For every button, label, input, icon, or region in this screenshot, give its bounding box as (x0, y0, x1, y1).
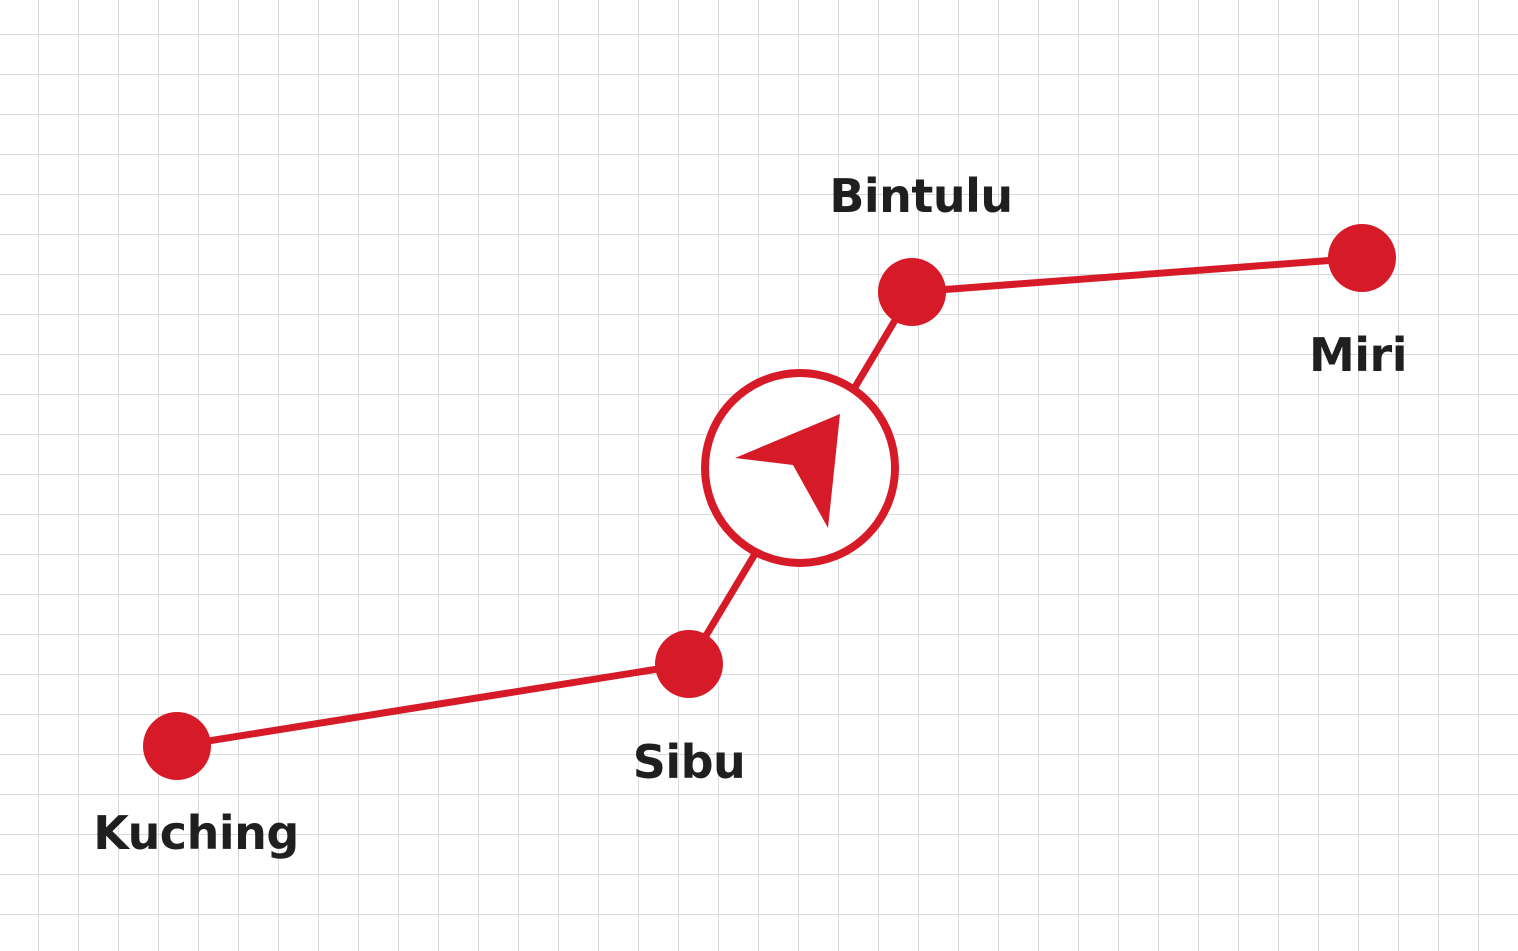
stop-marker-bintulu[interactable] (878, 258, 946, 326)
city-label-kuching: Kuching (93, 806, 299, 860)
city-label-miri: Miri (1309, 328, 1408, 382)
stop-marker-kuching[interactable] (143, 712, 211, 780)
navigation-arrow-icon (735, 414, 840, 528)
city-label-bintulu: Bintulu (829, 169, 1013, 223)
stop-marker-sibu[interactable] (655, 630, 723, 698)
stop-marker-miri[interactable] (1328, 224, 1396, 292)
navigation-marker[interactable] (701, 369, 899, 567)
city-label-sibu: Sibu (632, 735, 746, 789)
